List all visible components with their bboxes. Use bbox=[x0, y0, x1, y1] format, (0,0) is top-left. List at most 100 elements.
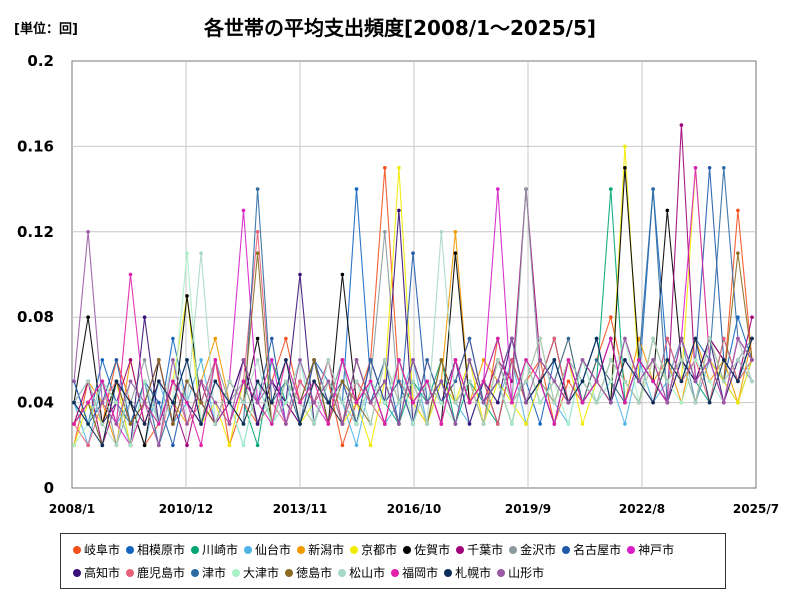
data-point bbox=[255, 230, 260, 234]
y-tick-label: 0.12 bbox=[17, 223, 54, 241]
data-point bbox=[722, 379, 726, 384]
data-point bbox=[637, 358, 641, 362]
data-point bbox=[298, 272, 302, 277]
data-point bbox=[594, 379, 599, 384]
data-point bbox=[213, 422, 218, 426]
data-point bbox=[411, 379, 415, 384]
data-point bbox=[227, 443, 232, 448]
data-point bbox=[510, 358, 514, 362]
data-point bbox=[142, 379, 147, 384]
data-point bbox=[580, 422, 585, 426]
data-point bbox=[227, 379, 232, 384]
data-point bbox=[552, 400, 557, 405]
data-point bbox=[128, 379, 133, 384]
data-point bbox=[142, 422, 147, 426]
data-point bbox=[114, 379, 119, 384]
data-point bbox=[496, 336, 500, 341]
data-point bbox=[241, 443, 246, 448]
data-point bbox=[566, 358, 571, 362]
data-point bbox=[241, 422, 246, 426]
data-point bbox=[722, 358, 726, 362]
data-point bbox=[693, 358, 698, 362]
legend-item: 津市 bbox=[191, 561, 226, 584]
data-point bbox=[750, 379, 754, 384]
data-point bbox=[185, 443, 189, 448]
legend-marker-icon bbox=[73, 568, 81, 577]
data-point bbox=[397, 379, 401, 384]
data-point bbox=[114, 358, 119, 362]
legend-marker-icon bbox=[285, 568, 294, 577]
data-point bbox=[425, 400, 429, 405]
legend-label: 新潟市 bbox=[308, 543, 345, 557]
data-point bbox=[326, 358, 331, 362]
data-point bbox=[623, 379, 627, 384]
legend-label: 川崎市 bbox=[202, 543, 239, 557]
data-point bbox=[722, 400, 726, 405]
data-point bbox=[453, 358, 458, 362]
data-point bbox=[665, 208, 670, 213]
data-point bbox=[312, 358, 316, 362]
data-point bbox=[594, 336, 599, 341]
data-point bbox=[157, 358, 161, 362]
legend-label: 大津市 bbox=[243, 566, 280, 580]
data-point bbox=[114, 422, 119, 426]
data-point bbox=[453, 251, 458, 255]
data-point bbox=[199, 251, 203, 255]
data-point bbox=[467, 400, 472, 405]
data-point bbox=[171, 443, 175, 448]
legend-item: 松山市 bbox=[338, 561, 385, 584]
data-point bbox=[496, 187, 500, 191]
x-tick-label: 2025/7 bbox=[733, 502, 779, 516]
data-point bbox=[199, 443, 203, 448]
data-point bbox=[736, 315, 740, 320]
data-point bbox=[86, 422, 90, 426]
legend-marker-icon bbox=[562, 545, 571, 554]
data-point bbox=[368, 443, 373, 448]
data-point bbox=[467, 336, 472, 341]
data-point bbox=[72, 379, 76, 384]
data-point bbox=[114, 400, 119, 405]
data-point bbox=[467, 422, 472, 426]
data-point bbox=[651, 400, 655, 405]
data-point bbox=[665, 400, 670, 405]
legend-label: 岐阜市 bbox=[84, 543, 121, 557]
legend-marker-icon bbox=[338, 568, 347, 577]
data-point bbox=[707, 379, 712, 384]
data-point bbox=[255, 379, 260, 384]
data-point bbox=[157, 379, 161, 384]
data-point bbox=[623, 422, 627, 426]
data-point bbox=[609, 400, 613, 405]
legend-item: 仙台市 bbox=[244, 538, 291, 561]
legend-marker-icon bbox=[497, 568, 506, 577]
y-tick-label: 0.04 bbox=[17, 394, 54, 412]
data-point bbox=[284, 400, 288, 405]
data-point bbox=[736, 400, 740, 405]
data-point bbox=[114, 443, 119, 448]
data-point bbox=[411, 422, 415, 426]
legend-label: 松山市 bbox=[349, 566, 386, 580]
x-tick-label: 2019/9 bbox=[505, 502, 551, 516]
data-point bbox=[100, 422, 105, 426]
data-point bbox=[623, 358, 627, 362]
data-point bbox=[637, 336, 641, 341]
data-point bbox=[326, 379, 331, 384]
data-point bbox=[199, 400, 203, 405]
data-point bbox=[524, 358, 528, 362]
data-point bbox=[86, 379, 90, 384]
data-point bbox=[383, 422, 387, 426]
data-point bbox=[439, 358, 444, 362]
data-point bbox=[566, 400, 571, 405]
legend-label: 高知市 bbox=[84, 566, 121, 580]
legend-label: 鹿児島市 bbox=[137, 566, 186, 580]
legend-marker-icon bbox=[509, 545, 518, 554]
data-point bbox=[185, 358, 189, 362]
data-point bbox=[340, 272, 345, 277]
data-point bbox=[383, 400, 387, 405]
data-point bbox=[453, 400, 458, 405]
data-point bbox=[72, 443, 76, 448]
data-point bbox=[439, 230, 444, 234]
legend-label: 札幌市 bbox=[455, 566, 492, 580]
data-point bbox=[651, 358, 655, 362]
data-point bbox=[354, 358, 359, 362]
data-point bbox=[270, 336, 274, 341]
